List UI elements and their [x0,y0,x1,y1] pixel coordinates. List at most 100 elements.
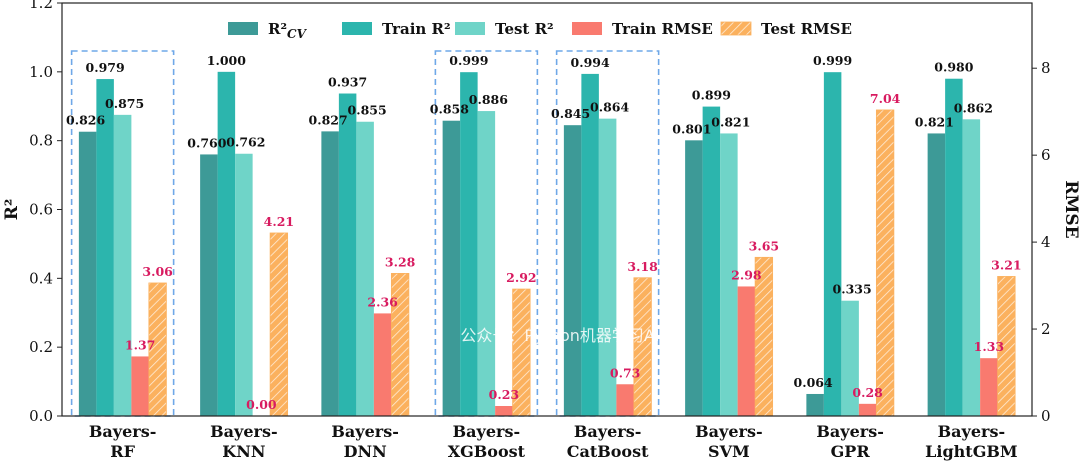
y2-axis-title: RMSE [1061,180,1080,238]
bar-3-5 [737,286,756,416]
bar-0-6 [806,393,824,416]
category-label: Bayers- [816,422,883,441]
bar-1-5 [702,106,721,416]
y-axis-title: R² [2,199,22,221]
bar-0-7 [927,133,946,417]
bar-value-label: 0.826 [66,113,105,128]
bar-value-label: 0.980 [934,60,973,75]
category-label: Bayers- [89,422,156,441]
bar-value-label: 0.335 [833,282,872,297]
bar-value-label: 2.92 [506,270,536,285]
bar-value-label: 2.36 [367,294,398,309]
legend-label: R²CV [268,20,308,41]
bar-value-label: 0.28 [852,385,883,400]
category-label: Bayers- [210,422,277,441]
bar-0-1 [200,154,218,416]
bar-2-4 [598,118,617,416]
category-label: LightGBM [925,442,1017,461]
bar-3-4 [616,384,634,416]
bar-value-label: 0.979 [86,60,125,75]
category-label: SVM [708,442,750,461]
category-label: Bayers- [938,422,1005,441]
category-label: RF [110,442,135,461]
legend-label-text: R² [268,20,287,38]
category-label: CatBoost [567,442,649,461]
bar-value-label: 7.04 [870,91,901,106]
category-label: KNN [222,442,265,461]
category-label: Bayers- [453,422,520,441]
legend-label: Test RMSE [761,20,852,38]
highlight-box [434,50,539,417]
bar-value-label: 0.864 [590,100,629,115]
highlight-box [555,50,660,417]
bar-value-label: 0.73 [610,365,640,380]
bar-3-6 [858,403,877,416]
bar-0-4 [563,125,582,416]
bar-value-label: 4.21 [264,214,294,229]
y-tick-label: 1.0 [29,63,53,81]
bar-3-0 [131,356,149,416]
bar-value-label: 0.886 [469,92,508,107]
bar-1-4 [581,73,599,417]
bar-value-label: 0.875 [105,96,144,111]
bar-value-label: 3.28 [385,254,416,269]
bar-value-label: 3.06 [142,264,173,279]
bar-value-label: 0.937 [328,75,367,90]
y-tick-label: 0.8 [29,132,53,150]
legend-label: Train RMSE [612,20,713,38]
bar-value-label: 0.821 [711,114,750,129]
bar-value-label: 0.801 [672,121,711,136]
bar-0-3 [442,120,461,416]
bar-value-label: 0.762 [226,135,265,150]
y2-tick-label: 0 [1041,407,1051,425]
bar-value-label: 0.760 [187,135,226,150]
bar-value-label: 1.33 [974,339,1004,354]
bar-value-label: 0.999 [813,53,852,68]
legend-label-text: Test R² [495,20,554,38]
highlight-box [70,50,175,417]
bar-value-label: 0.23 [489,387,519,402]
y2-tick-label: 4 [1041,233,1051,251]
bar-4-6 [875,109,895,417]
bar-2-3 [477,111,496,417]
bar-1-1 [217,71,236,416]
y-tick-label: 1.2 [29,0,53,12]
legend-swatch [720,21,752,36]
legend-label-text: Train R² [382,20,451,38]
bar-value-label: 1.000 [207,53,246,68]
legend-label: Test R² [495,20,554,38]
bar-value-label: 0.994 [571,55,610,70]
bar-2-7 [962,119,981,416]
bar-value-label: 0.821 [915,114,954,129]
bar-4-4 [633,277,652,417]
bar-value-label: 2.98 [731,267,762,282]
category-label: Bayers- [695,422,762,441]
bar-3-2 [373,313,392,416]
bar-2-5 [720,133,738,417]
legend-label-text: Train RMSE [612,20,713,38]
bar-value-label: 3.21 [991,257,1021,272]
legend-swatch [342,22,372,35]
bar-1-0 [96,79,114,416]
bar-2-1 [235,153,253,416]
y-tick-label: 0.6 [29,201,53,219]
category-label: GPR [831,442,871,461]
bar-value-label: 0.827 [309,112,348,127]
bar-1-3 [460,72,478,417]
bar-2-0 [113,114,132,417]
bar-1-6 [823,72,842,417]
bar-value-label: 0.855 [348,103,387,118]
y2-tick-label: 6 [1041,146,1051,164]
watermark-text: 公众号：Python机器学习AI [460,326,659,345]
bar-value-label: 0.899 [692,88,731,103]
bar-4-1 [269,232,289,417]
legend-swatch [572,22,602,35]
legend-swatch [228,22,258,35]
bar-0-5 [685,140,703,416]
bar-value-label: 0.999 [449,53,488,68]
y-tick-label: 0.4 [29,269,53,287]
category-label: Bayers- [574,422,641,441]
bar-0-2 [321,131,339,417]
y2-tick-label: 8 [1041,59,1051,77]
